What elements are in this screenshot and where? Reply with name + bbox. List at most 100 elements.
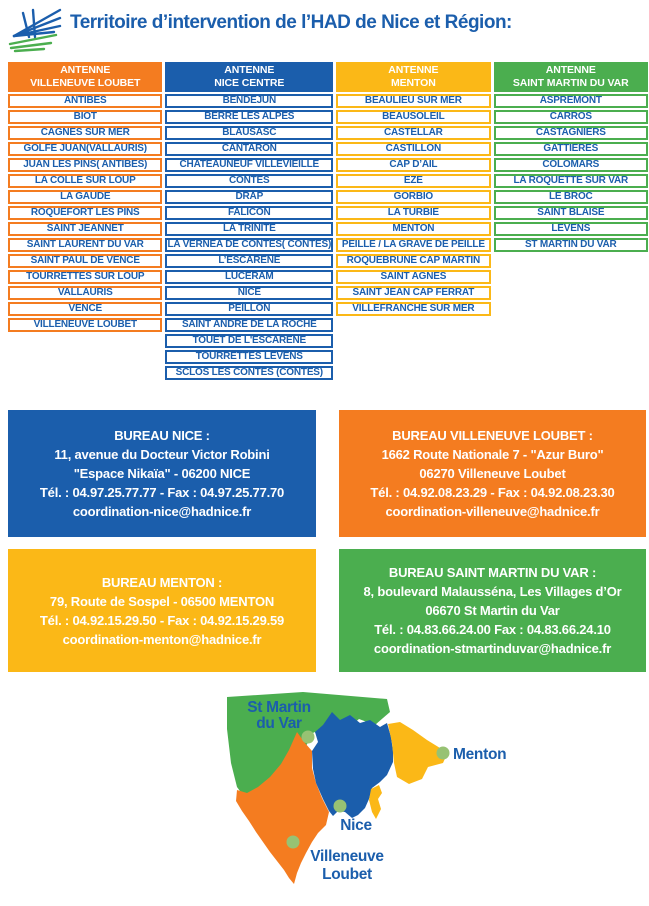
map-region-nice: [312, 712, 393, 818]
city-cell: SAINT LAURENT DU VAR: [8, 237, 163, 252]
city-marker-villeneuve: [286, 835, 300, 849]
city-cell: JUAN LES PINS( ANTIBES): [8, 157, 163, 172]
antenne-table: ANTENNE VILLENEUVE LOUBET ANTIBES BIOT CAGNE…: [8, 62, 648, 382]
bureau-line: coordination-villeneuve@hadnice.fr: [385, 504, 600, 519]
city-cell: LUCERAM: [165, 269, 334, 284]
city-cell: ASPREMONT: [493, 93, 648, 108]
city-marker-st-martin: [301, 730, 315, 744]
city-cell: CASTAGNIERS: [493, 125, 648, 140]
city-cell: CAGNES SUR MER: [8, 125, 163, 140]
antenne-column-nice-centre: ANTENNE NICE CENTRE BENDEJUN BERRE LES ALPE…: [165, 62, 334, 382]
city-cell: PEILLON: [165, 301, 334, 316]
map-label-villeneuve-loubet: Villeneuve: [310, 848, 384, 865]
city-cell: VALLAURIS: [8, 285, 163, 300]
bureau-line: Tél. : 04.83.66.24.00 Fax : 04.83.66.24.…: [374, 622, 611, 637]
city-cell: ROQUEFORT LES PINS: [8, 205, 163, 220]
city-cell: CARROS: [493, 109, 648, 124]
city-cell: SAINT PAUL DE VENCE: [8, 253, 163, 268]
antenne-column-menton: ANTENNE MENTON BEAULIEU SUR MER BEAUSOLEIL C…: [336, 62, 491, 382]
bureau-line: Tél. : 04.97.25.77.77 - Fax : 04.97.25.7…: [39, 485, 285, 500]
city-cell: GOLFE JUAN(VALLAURIS): [8, 141, 163, 156]
bureau-title: BUREAU VILLENEUVE LOUBET :: [392, 428, 593, 443]
map-region-villeneuve-loubet: [236, 732, 329, 884]
city-cell: CAP D’AIL: [336, 157, 491, 172]
map-region-menton-coast: [369, 785, 382, 819]
bureau-box-saint-martin-du-var: BUREAU SAINT MARTIN DU VAR : 8, boulevard…: [339, 549, 646, 672]
bureau-title: BUREAU SAINT MARTIN DU VAR :: [388, 565, 597, 580]
city-cell: SAINT JEANNET: [8, 221, 163, 236]
city-cell: PEILLE / LA GRAVE DE PEILLE: [336, 237, 491, 252]
city-cell: TOURRETTES LEVENS: [165, 349, 334, 364]
bureau-line: 1662 Route Nationale 7 - "Azur Buro": [381, 447, 604, 462]
bureau-line: 8, boulevard Malausséna, Les Villages d’…: [363, 584, 622, 599]
had-nice-logo-icon: [8, 8, 62, 53]
city-cell: LEVENS: [493, 221, 648, 236]
city-cell: COLOMARS: [493, 157, 648, 172]
city-cell: VILLENEUVE LOUBET: [8, 317, 163, 332]
map-label-villeneuve-loubet: Loubet: [322, 866, 372, 883]
city-cell: ST MARTIN DU VAR: [493, 237, 648, 252]
city-cell: GORBIO: [336, 189, 491, 204]
bureau-line: coordination-nice@hadnice.fr: [72, 504, 252, 519]
city-cell: ANTIBES: [8, 93, 163, 108]
city-cell: MENTON: [336, 221, 491, 236]
bureau-title: BUREAU NICE :: [114, 428, 210, 443]
bureau-line: coordination-menton@hadnice.fr: [62, 631, 262, 647]
city-cell: BEAUSOLEIL: [336, 109, 491, 124]
city-cell: BERRE LES ALPES: [165, 109, 334, 124]
map-label-st-martin-du-var: du Var: [256, 715, 302, 732]
map-label-menton: Menton: [453, 746, 506, 763]
city-cell: LE BROC: [493, 189, 648, 204]
bureau-box-villeneuve-loubet: BUREAU VILLENEUVE LOUBET : 1662 Route Nat…: [339, 410, 646, 537]
bureau-box-menton: BUREAU MENTON : 79, Route de Sospel - 065…: [8, 549, 316, 672]
city-cell: SAINT BLAISE: [493, 205, 648, 220]
city-cell: NICE: [165, 285, 334, 300]
city-cell: TOUET DE L'ESCARENE: [165, 333, 334, 348]
city-cell: LA TURBIE: [336, 205, 491, 220]
city-cell: GATTIERES: [493, 141, 648, 156]
column-header-nice-centre: ANTENNE NICE CENTRE: [165, 62, 334, 92]
city-cell: EZE: [336, 173, 491, 188]
city-cell: LA ROQUETTE SUR VAR: [493, 173, 648, 188]
city-cell: LA COLLE SUR LOUP: [8, 173, 163, 188]
city-cell: ROQUEBRUNE CAP MARTIN: [336, 253, 491, 268]
map-label-nice: Nice: [340, 817, 372, 834]
city-cell: SAINT AGNES: [336, 269, 491, 284]
city-cell: VILLEFRANCHE SUR MER: [336, 301, 491, 316]
city-cell: CASTELLAR: [336, 125, 491, 140]
bureau-box-nice: BUREAU NICE : 11, avenue du Docteur Victo…: [8, 410, 316, 537]
bureau-line: 79, Route de Sospel - 06500 MENTON: [49, 593, 275, 609]
city-cell: BLAUSASC: [165, 125, 334, 140]
city-cell: BEAULIEU SUR MER: [336, 93, 491, 108]
bureau-line: 06670 St Martin du Var: [425, 603, 560, 618]
city-cell: SAINT JEAN CAP FERRAT: [336, 285, 491, 300]
map-label-st-martin-du-var: St Martin: [247, 699, 311, 716]
city-cell: SAINT ANDRE DE LA ROCHE: [165, 317, 334, 332]
bureau-line: "Espace Nikaïa" - 06200 NICE: [73, 466, 251, 481]
city-cell: CONTES: [165, 173, 334, 188]
city-cell: LA VERNEA DE CONTES( CONTES): [165, 237, 334, 252]
city-cell: CANTARON: [165, 141, 334, 156]
city-cell: DRAP: [165, 189, 334, 204]
map-region-menton: [388, 722, 447, 784]
city-cell: CHATEAUNEUF VILLEVIEILLE: [165, 157, 334, 172]
bureau-line: Tél. : 04.92.15.29.50 - Fax : 04.92.15.2…: [39, 612, 285, 628]
city-cell: L’ESCARENE: [165, 253, 334, 268]
column-header-saint-martin-du-var: ANTENNE SAINT MARTIN DU VAR: [493, 62, 648, 92]
city-cell: LA TRINITE: [165, 221, 334, 236]
city-cell: SCLOS LES CONTES (CONTES): [165, 365, 334, 380]
city-cell: BENDEJUN: [165, 93, 334, 108]
column-header-villeneuve-loubet: ANTENNE VILLENEUVE LOUBET: [8, 62, 163, 92]
city-cell: TOURRETTES SUR LOUP: [8, 269, 163, 284]
bureau-line: 11, avenue du Docteur Victor Robini: [54, 447, 270, 462]
city-cell: CASTILLON: [336, 141, 491, 156]
page-title: Territoire d’intervention de l’HAD de Ni…: [70, 12, 512, 33]
city-cell: VENCE: [8, 301, 163, 316]
bureau-line: Tél. : 04.92.08.23.29 - Fax : 04.92.08.2…: [370, 485, 615, 500]
city-marker-menton: [436, 746, 450, 760]
city-cell: FALICON: [165, 205, 334, 220]
bureau-title: BUREAU MENTON :: [101, 574, 223, 590]
column-header-menton: ANTENNE MENTON: [336, 62, 491, 92]
